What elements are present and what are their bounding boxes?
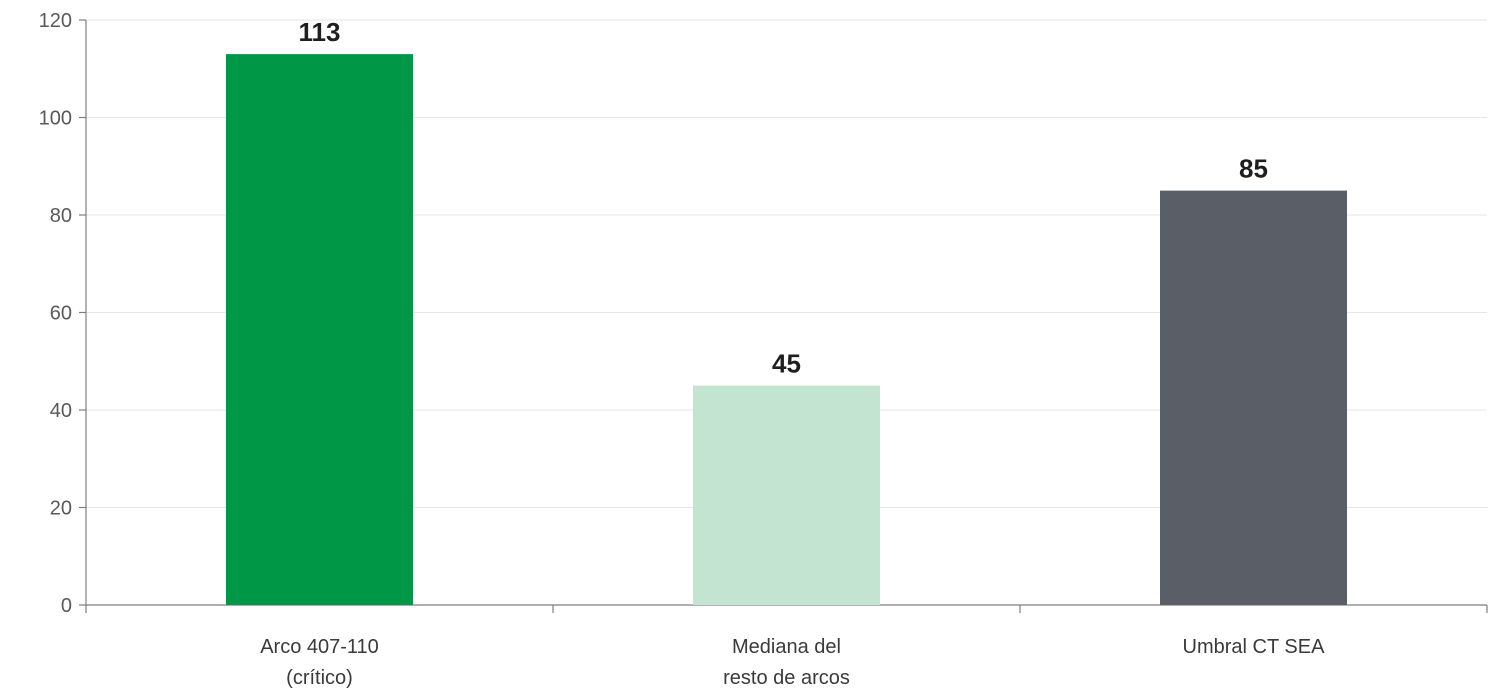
x-tick-label-line: Mediana del <box>732 636 841 658</box>
x-tick-label-line: (crítico) <box>286 667 353 689</box>
x-tick-label: Mediana del resto de arcos <box>723 636 850 689</box>
x-tick-label-line: resto de arcos <box>723 667 850 689</box>
y-tick-label: 0 <box>61 595 72 617</box>
y-tick-label: 80 <box>50 205 72 227</box>
x-tick-label-line: Arco 407-110 <box>260 636 379 658</box>
bar <box>693 385 880 605</box>
x-tick-label-line: Umbral CT SEA <box>1183 636 1326 658</box>
y-tick-label: 40 <box>50 400 72 422</box>
labels: 0 20 40 60 80 100 120 113 Arco 407-110 (crítico) 4… <box>39 10 1325 689</box>
data-label: 85 <box>1239 154 1268 184</box>
y-tick-label: 60 <box>50 303 72 325</box>
bars <box>226 54 1347 605</box>
x-tick-label: Arco 407-110 (crítico) <box>260 636 379 689</box>
x-tick-label: Umbral CT SEA <box>1183 636 1326 658</box>
y-tick-label: 20 <box>50 498 72 520</box>
y-tick-label: 100 <box>39 108 72 130</box>
bar <box>226 54 413 605</box>
y-tick-label: 120 <box>39 10 72 32</box>
data-label: 45 <box>772 349 801 379</box>
data-label: 113 <box>299 17 341 47</box>
bar <box>1160 190 1347 605</box>
